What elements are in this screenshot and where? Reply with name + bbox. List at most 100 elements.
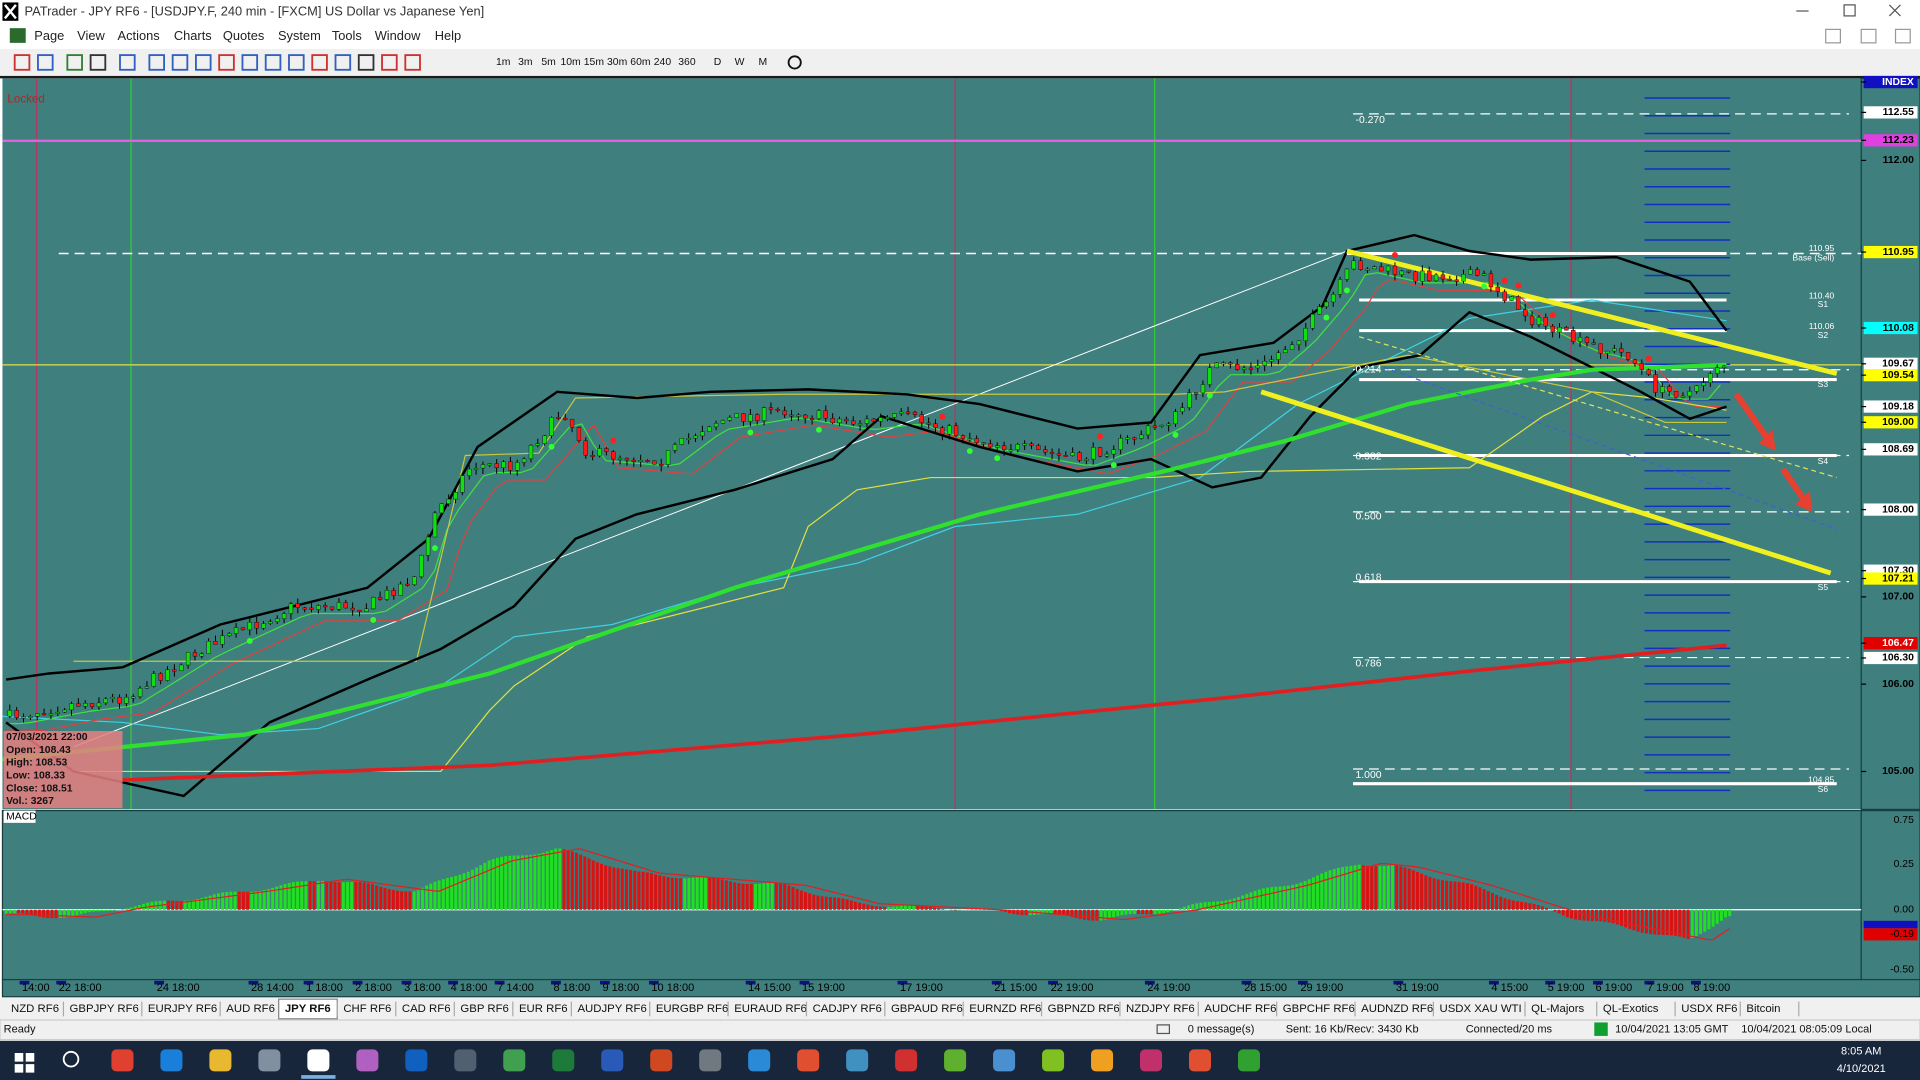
tab[interactable]: GBPCHF RF6 — [1283, 1003, 1355, 1015]
tab[interactable]: AUD RF6 — [226, 1003, 275, 1015]
tab[interactable]: EURJPY RF6 — [148, 1003, 217, 1015]
timeframe-button[interactable]: 360 — [678, 57, 696, 68]
timeframe-button[interactable]: 10m — [561, 57, 581, 68]
toolbar-icon[interactable] — [311, 54, 328, 71]
tab[interactable]: USDX RF6 — [1681, 1003, 1737, 1015]
tab[interactable]: GBPNZD RF6 — [1048, 1003, 1120, 1015]
taskbar-app[interactable] — [1091, 1049, 1114, 1072]
tab[interactable]: USDX XAU WTI — [1440, 1003, 1522, 1015]
tab[interactable]: EUR RF6 — [519, 1003, 568, 1015]
macd-bar — [171, 900, 175, 910]
taskbar-app[interactable] — [993, 1049, 1016, 1072]
taskbar-app[interactable] — [454, 1049, 477, 1072]
timeframe-button[interactable]: 15m — [584, 57, 604, 68]
timeframe-button[interactable]: W — [735, 57, 745, 68]
menu-item[interactable]: System — [278, 28, 321, 43]
macd-bar — [1224, 900, 1228, 910]
window-controls[interactable] — [1796, 4, 1901, 17]
taskbar-app[interactable] — [797, 1049, 820, 1072]
start-button[interactable] — [14, 1053, 35, 1073]
menu-item[interactable]: Actions — [118, 28, 160, 43]
tab[interactable]: AUDJPY RF6 — [577, 1003, 646, 1015]
tab[interactable]: QL-Majors — [1531, 1003, 1584, 1015]
taskbar-app[interactable] — [356, 1049, 379, 1072]
toolbar-icon[interactable] — [148, 54, 165, 71]
taskbar-app[interactable] — [209, 1049, 232, 1072]
toolbar-icon[interactable] — [13, 54, 31, 71]
macd-bar — [1411, 870, 1415, 910]
tab[interactable]: GBPJPY RF6 — [70, 1003, 139, 1015]
tab[interactable]: CADJPY RF6 — [813, 1003, 882, 1015]
menu-item[interactable]: Page — [34, 28, 64, 43]
toolbar-icon[interactable] — [334, 54, 352, 71]
taskbar-app[interactable] — [552, 1049, 575, 1072]
taskbar-app[interactable] — [111, 1049, 134, 1072]
taskbar-app[interactable] — [258, 1049, 281, 1072]
toolbar-icon[interactable] — [404, 54, 421, 71]
menu-item[interactable]: Quotes — [223, 28, 264, 43]
taskbar-app[interactable] — [307, 1049, 330, 1072]
taskbar-app[interactable] — [944, 1049, 967, 1072]
tab[interactable]: EURNZD RF6 — [969, 1003, 1041, 1015]
taskbar-app[interactable] — [846, 1049, 869, 1072]
toolbar-icon[interactable] — [288, 54, 305, 71]
candle-body — [1358, 260, 1363, 270]
taskbar-app[interactable] — [699, 1049, 722, 1072]
tab[interactable]: CHF RF6 — [343, 1003, 391, 1015]
taskbar-app[interactable] — [1042, 1049, 1065, 1072]
toolbar-icon[interactable] — [241, 54, 259, 71]
timeframe-button[interactable]: D — [714, 57, 722, 68]
toolbar-icon[interactable] — [381, 54, 398, 71]
taskbar-app[interactable] — [748, 1049, 771, 1072]
tab[interactable]: NZD RF6 — [11, 1003, 59, 1015]
timeframe-button[interactable]: 240 — [654, 57, 672, 68]
tab[interactable]: CAD RF6 — [402, 1003, 451, 1015]
macd-bar — [612, 867, 616, 910]
toolbar-icon[interactable] — [787, 55, 802, 70]
toolbar-icon[interactable] — [37, 54, 54, 71]
taskbar-app[interactable] — [1237, 1049, 1260, 1072]
menu-item[interactable]: Tools — [332, 28, 362, 43]
taskbar-app[interactable] — [895, 1049, 918, 1072]
tab[interactable]: GBPAUD RF6 — [891, 1003, 963, 1015]
timeframe-button[interactable]: 60m — [630, 57, 650, 68]
toolbar-icon[interactable] — [119, 54, 136, 71]
toolbar-icon[interactable] — [357, 54, 375, 71]
tab[interactable]: JPY RF6 — [285, 1003, 331, 1015]
tab[interactable]: GBP RF6 — [460, 1003, 508, 1015]
timeframe-button[interactable]: 3m — [518, 57, 532, 68]
tab[interactable]: AUDCHF RF6 — [1204, 1003, 1276, 1015]
taskbar-app[interactable] — [405, 1049, 428, 1072]
taskbar-app[interactable] — [1140, 1049, 1163, 1072]
mdi-button[interactable] — [1860, 28, 1877, 44]
candle-body — [1523, 309, 1528, 317]
timeframe-button[interactable]: M — [759, 57, 768, 68]
toolbar-icon[interactable] — [66, 54, 83, 71]
timeframe-button[interactable]: 5m — [541, 57, 555, 68]
timeframe-button[interactable]: 1m — [496, 57, 510, 68]
tab[interactable]: Bitcoin — [1746, 1003, 1780, 1015]
menu-item[interactable]: View — [77, 28, 105, 43]
tab[interactable]: QL-Exotics — [1603, 1003, 1659, 1015]
tab[interactable]: AUDNZD RF6 — [1361, 1003, 1433, 1015]
toolbar-icon[interactable] — [89, 54, 107, 71]
toolbar-icon[interactable] — [218, 54, 235, 71]
tab[interactable]: EURGBP RF6 — [656, 1003, 728, 1015]
search-button[interactable] — [62, 1050, 80, 1068]
menu-item[interactable]: Window — [375, 28, 421, 43]
taskbar-app[interactable] — [160, 1049, 183, 1072]
taskbar-app[interactable] — [601, 1049, 624, 1072]
taskbar-app[interactable] — [650, 1049, 673, 1072]
toolbar-icon[interactable] — [171, 54, 189, 71]
toolbar-icon[interactable] — [264, 54, 282, 71]
menu-item[interactable]: Help — [435, 28, 461, 43]
menu-item[interactable]: Charts — [174, 28, 212, 43]
tab[interactable]: NZDJPY RF6 — [1126, 1003, 1195, 1015]
mdi-button[interactable] — [1825, 28, 1842, 44]
tab[interactable]: EURAUD RF6 — [734, 1003, 807, 1015]
toolbar-icon[interactable] — [195, 54, 212, 71]
taskbar-app[interactable] — [503, 1049, 526, 1072]
taskbar-app[interactable] — [1188, 1049, 1212, 1072]
mdi-button[interactable] — [1894, 28, 1911, 44]
timeframe-button[interactable]: 30m — [607, 57, 627, 68]
